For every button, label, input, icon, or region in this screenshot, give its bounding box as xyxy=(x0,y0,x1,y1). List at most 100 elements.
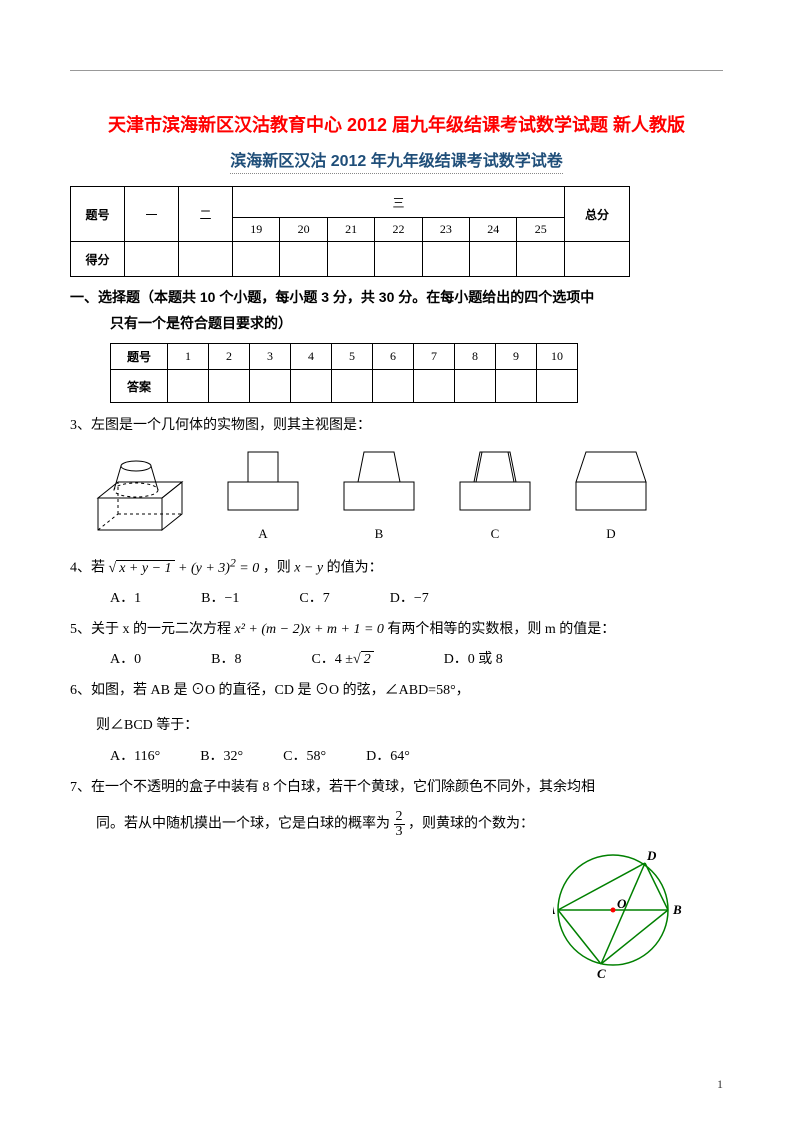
score-sub-22: 22 xyxy=(375,218,422,242)
q4: 4、若 √x + y − 1 + (y + 3)2 = 0 ，则 x − y 的… xyxy=(70,552,723,581)
answer-row1-label: 题号 xyxy=(111,344,168,370)
q6-opts: A．116° B．32° C．58° D．64° xyxy=(110,745,723,765)
section1-sub: 只有一个是符合题目要求的） xyxy=(110,313,723,333)
q6-opt-C: C．58° xyxy=(283,745,326,765)
q5-prefix: 5、关于 x 的一元二次方程 xyxy=(70,622,235,637)
page-number: 1 xyxy=(717,1077,723,1092)
section1-head: 一、选择题（本题共 10 个小题，每小题 3 分，共 30 分。在每小题给出的四… xyxy=(70,287,723,307)
q6-line2: 则∠BCD 等于： xyxy=(96,713,723,738)
q3-label-B: B xyxy=(336,526,422,542)
title-sub: 滨海新区汉沽 2012 年九年级结课考试数学试卷 xyxy=(230,147,563,174)
q3-solid-icon xyxy=(90,458,190,542)
answer-num: 3 xyxy=(250,344,291,370)
answer-row2-label: 答案 xyxy=(111,370,168,403)
pt-O: O xyxy=(617,896,627,911)
score-blank xyxy=(375,242,422,277)
pt-C: C xyxy=(597,966,606,980)
title-sub-wrap: 滨海新区汉沽 2012 年九年级结课考试数学试卷 xyxy=(70,137,723,186)
answer-blank xyxy=(455,370,496,403)
q3-option-D: D xyxy=(568,446,654,542)
q7-line2-pre: 同。若从中随机摸出一个球，它是白球的概率为 xyxy=(96,817,394,832)
score-sub-21: 21 xyxy=(327,218,374,242)
pt-A: A xyxy=(553,902,556,917)
score-blank xyxy=(327,242,374,277)
q7-line1: 7、在一个不透明的盒子中装有 8 个白球，若干个黄球，它们除颜色不同外，其余均相 xyxy=(70,775,723,800)
q4-opt-C: C．7 xyxy=(299,587,329,607)
page: 天津市滨海新区汉沽教育中心 2012 届九年级结课考试数学试题 新人教版 滨海新… xyxy=(0,0,793,1122)
q3-option-C: C xyxy=(452,446,538,542)
score-sub-25: 25 xyxy=(517,218,564,242)
q5-opt-A: A．0 xyxy=(110,648,141,668)
q4-mid: ，则 xyxy=(263,561,295,576)
q4-opt-B: B．−1 xyxy=(201,587,239,607)
q7-line2: 同。若从中随机摸出一个球，它是白球的概率为 23 ，则黄球的个数为： xyxy=(96,810,723,839)
q3-text: 3、左图是一个几何体的实物图，则其主视图是： xyxy=(70,413,723,438)
q4-opts: A．1 B．−1 C．7 D．−7 xyxy=(110,587,723,607)
answer-num: 8 xyxy=(455,344,496,370)
q6-opt-A: A．116° xyxy=(110,745,160,765)
q5-expr: x² + (m − 2)x + m + 1 = 0 xyxy=(235,622,384,637)
q5-opt-D: D．0 或 8 xyxy=(444,648,503,668)
answer-num: 9 xyxy=(496,344,537,370)
answer-num: 6 xyxy=(373,344,414,370)
q7-frac: 23 xyxy=(394,810,405,839)
q5-opt-B: B．8 xyxy=(211,648,241,668)
score-row1-label: 题号 xyxy=(71,187,125,242)
answer-num: 1 xyxy=(168,344,209,370)
answer-blank xyxy=(414,370,455,403)
q5-opts: A．0 B．8 C．4 ± √2 D．0 或 8 xyxy=(110,648,723,668)
q7-line2-suf: ，则黄球的个数为： xyxy=(408,817,534,832)
score-row2-label: 得分 xyxy=(71,242,125,277)
answer-blank xyxy=(496,370,537,403)
score-blank xyxy=(470,242,517,277)
answer-num: 5 xyxy=(332,344,373,370)
q7-frac-d: 3 xyxy=(394,825,405,839)
q4-prefix: 4、若 xyxy=(70,561,105,576)
score-sub-24: 24 xyxy=(470,218,517,242)
answer-num: 2 xyxy=(209,344,250,370)
score-sub-23: 23 xyxy=(422,218,469,242)
score-table: 题号 一 二 三 总分 19 20 21 22 23 24 25 得分 xyxy=(70,186,630,277)
answer-blank xyxy=(168,370,209,403)
score-col-1: 一 xyxy=(125,187,179,242)
q5-opt-C: C．4 ± √2 xyxy=(311,648,373,668)
q6-opt-D: D．64° xyxy=(366,745,410,765)
answer-num: 4 xyxy=(291,344,332,370)
answer-blank xyxy=(209,370,250,403)
score-blank xyxy=(517,242,564,277)
score-sub-19: 19 xyxy=(233,218,280,242)
answer-blank xyxy=(291,370,332,403)
score-blank xyxy=(179,242,233,277)
q5: 5、关于 x 的一元二次方程 x² + (m − 2)x + m + 1 = 0… xyxy=(70,617,723,642)
answer-table: 题号 1 2 3 4 5 6 7 8 9 10 答案 xyxy=(110,343,578,403)
q7-frac-n: 2 xyxy=(394,810,405,825)
q4-suffix: 的值为： xyxy=(327,561,383,576)
answer-blank xyxy=(332,370,373,403)
answer-num: 10 xyxy=(537,344,578,370)
q3-label-D: D xyxy=(568,526,654,542)
q5-opt-C-pre: C．4 ± xyxy=(311,648,353,668)
pt-D: D xyxy=(646,850,657,863)
answer-blank xyxy=(373,370,414,403)
q3-label-A: A xyxy=(220,526,306,542)
score-blank xyxy=(422,242,469,277)
score-blank xyxy=(233,242,280,277)
score-blank xyxy=(280,242,327,277)
answer-num: 7 xyxy=(414,344,455,370)
q6-circle-icon: A B D C O xyxy=(553,850,693,985)
score-blank xyxy=(125,242,179,277)
q5-opt-C-sqrt: 2 xyxy=(361,651,374,668)
q4-opt-A: A．1 xyxy=(110,587,141,607)
q5-suffix: 有两个相等的实数根，则 m 的值是： xyxy=(387,622,615,637)
score-blank xyxy=(564,242,629,277)
q6-opt-B: B．32° xyxy=(200,745,243,765)
q6-line1: 6、如图，若 AB 是 ⊙O 的直径，CD 是 ⊙O 的弦，∠ABD=58°， xyxy=(70,678,490,703)
q3-option-A: A xyxy=(220,446,306,542)
answer-blank xyxy=(250,370,291,403)
title-main: 天津市滨海新区汉沽教育中心 2012 届九年级结课考试数学试题 新人教版 xyxy=(70,111,723,137)
q4-opt-D: D．−7 xyxy=(390,587,429,607)
score-col-2: 二 xyxy=(179,187,233,242)
q3-figures: A B C D xyxy=(90,446,723,542)
top-rule xyxy=(70,70,723,71)
q4-xy: x − y xyxy=(294,561,323,576)
